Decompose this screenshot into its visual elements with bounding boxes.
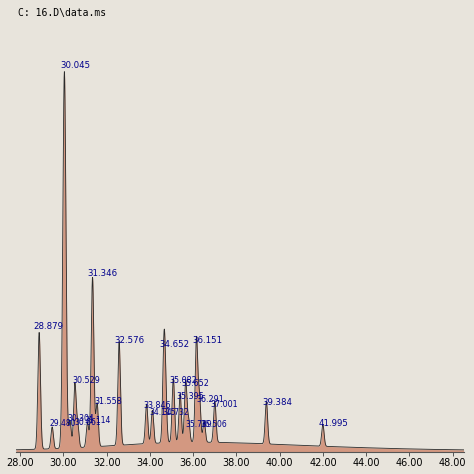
Text: 35.652: 35.652 [181,380,209,388]
Text: 28.879: 28.879 [34,322,64,331]
Text: 34.652: 34.652 [160,340,190,349]
Text: 31.346: 31.346 [88,269,118,278]
Text: C: 16.D\data.ms: C: 16.D\data.ms [18,8,106,18]
Text: 31.114: 31.114 [84,416,111,425]
Text: 30.045: 30.045 [61,62,91,71]
Text: 34.115: 34.115 [149,408,176,417]
Text: 30.304: 30.304 [67,414,94,423]
Text: 30.661: 30.661 [75,418,101,427]
Text: 35.395: 35.395 [176,392,204,401]
Text: 37.001: 37.001 [210,400,238,409]
Text: 41.995: 41.995 [319,419,348,428]
Text: 29.480: 29.480 [49,419,76,428]
Text: 34.732: 34.732 [163,408,190,417]
Text: 36.291: 36.291 [196,395,224,404]
Text: 35.789: 35.789 [186,419,212,428]
Text: 33.846: 33.846 [144,401,171,410]
Text: 35.082: 35.082 [169,376,197,385]
Text: 36.151: 36.151 [193,336,223,345]
Text: 39.384: 39.384 [263,399,292,408]
Text: 31.558: 31.558 [94,397,122,406]
Text: 36.506: 36.506 [201,420,227,429]
Text: 32.576: 32.576 [115,336,145,345]
Text: 30.529: 30.529 [72,376,100,385]
